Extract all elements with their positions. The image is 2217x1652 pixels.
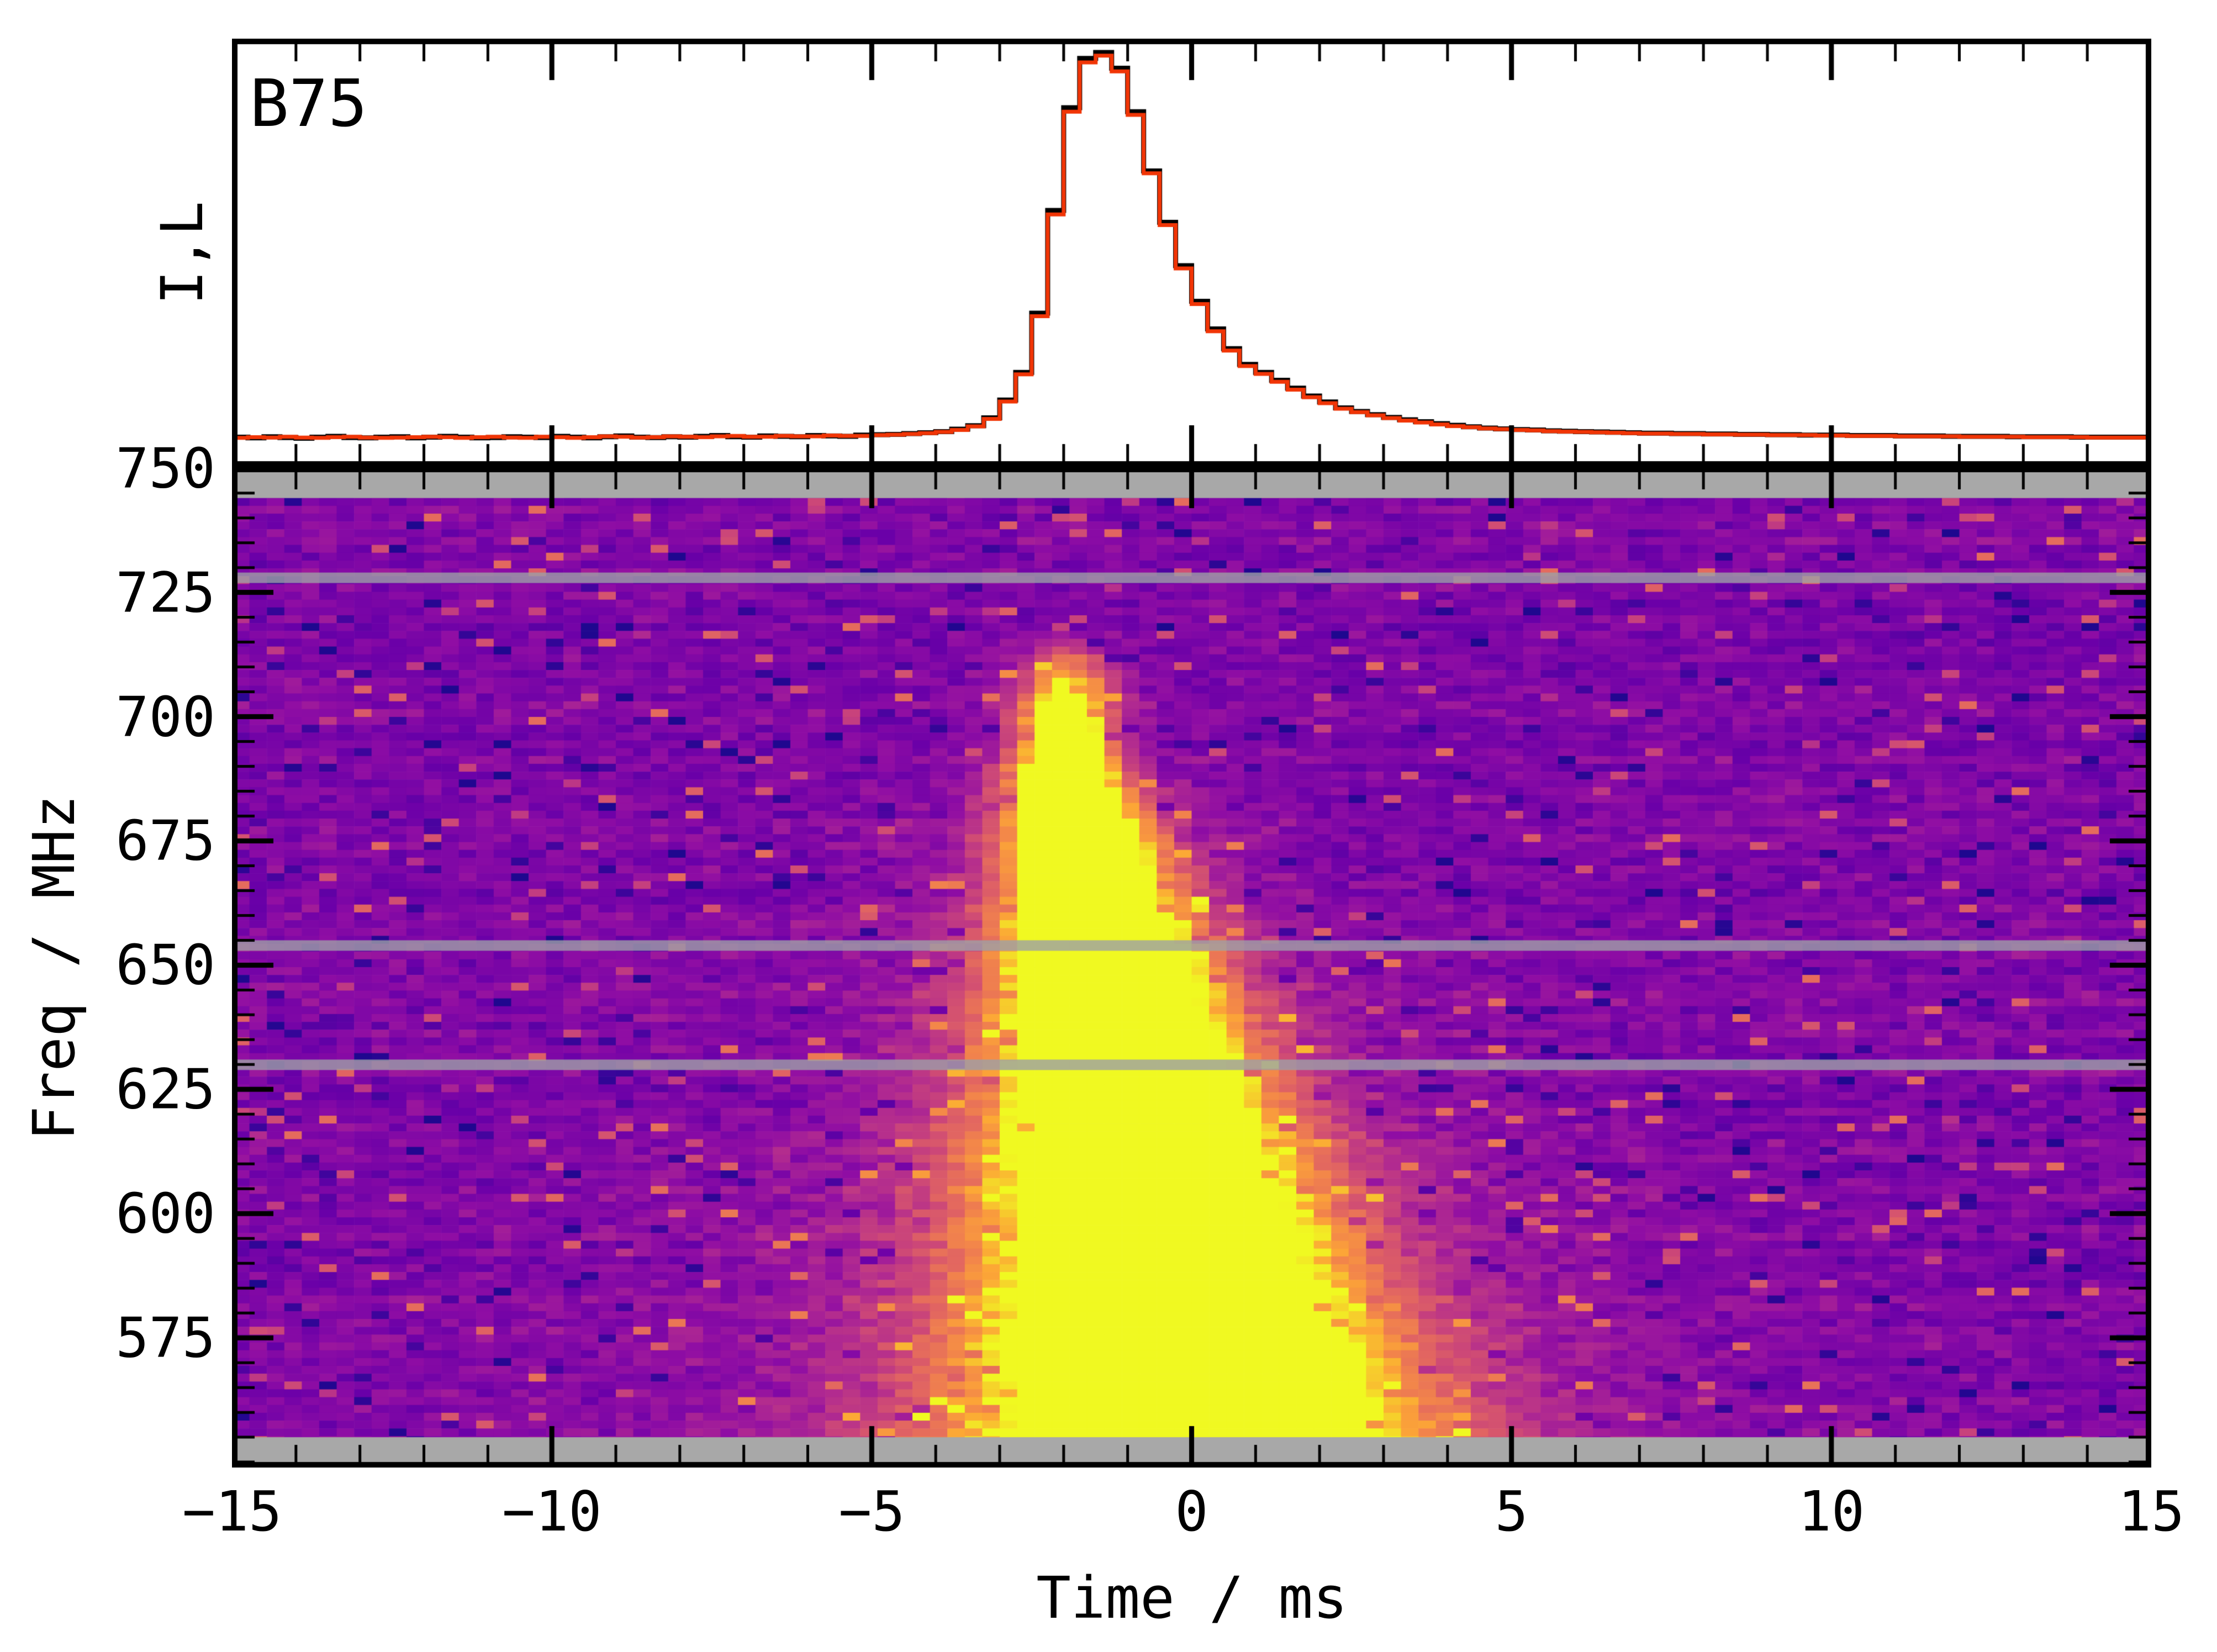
y-tick-label: 625 xyxy=(115,1057,215,1122)
x-tick-label: 10 xyxy=(1798,1479,1865,1544)
y-tick-label: 650 xyxy=(115,932,215,997)
y-tick-label: 700 xyxy=(115,684,215,750)
x-tick-label: 0 xyxy=(1175,1479,1208,1544)
y-tick-label: 575 xyxy=(115,1305,215,1370)
profile-y-axis-label: I,L xyxy=(149,201,216,305)
y-tick-label: 600 xyxy=(115,1181,215,1246)
x-tick-label: −10 xyxy=(502,1479,602,1544)
time-axis-label: Time / ms xyxy=(1036,1564,1348,1632)
x-tick-label: 5 xyxy=(1495,1479,1528,1544)
y-tick-label: 725 xyxy=(115,560,215,625)
burst-id-label: B75 xyxy=(250,65,368,141)
y-tick-label: 750 xyxy=(115,436,215,501)
profile-plot-canvas xyxy=(232,39,2151,467)
x-tick-label: 15 xyxy=(2118,1479,2185,1544)
y-tick-label: 675 xyxy=(115,808,215,873)
x-tick-label: −15 xyxy=(182,1479,282,1544)
x-tick-label: −5 xyxy=(838,1479,905,1544)
spectrogram-canvas xyxy=(232,467,2151,1468)
